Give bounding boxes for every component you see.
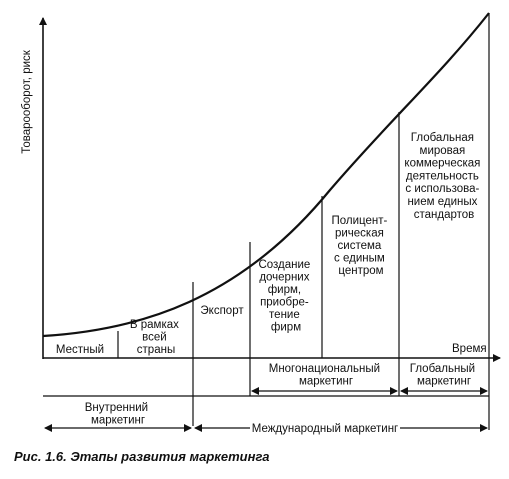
figure-caption: Рис. 1.6. Этапы развития маркетинга xyxy=(14,449,270,464)
stage-global-line: коммерческая xyxy=(404,158,480,170)
stage-global-line: стандартов xyxy=(414,209,475,221)
stage-national-line: всей xyxy=(142,332,167,344)
stage-subsidiaries-line: фирм, xyxy=(268,284,301,296)
group-global-line: маркетинг xyxy=(417,376,471,388)
stage-subsidiaries-line: дочерних xyxy=(259,272,309,284)
group-multinational-line: маркетинг xyxy=(299,376,353,388)
group-domestic-line: Внутренний xyxy=(85,402,148,414)
stage-export-line: Экспорт xyxy=(200,305,244,317)
stage-global-line: деятельность xyxy=(406,170,479,182)
stage-subsidiaries-line: Создание xyxy=(258,259,310,271)
growth-curve xyxy=(42,12,490,338)
stage-polycentric-line: рическая xyxy=(335,228,384,240)
stage-polycentric-line: Полицент- xyxy=(331,215,387,227)
stage-global-line: нием единых xyxy=(407,196,477,208)
stage-national-line: В рамках xyxy=(130,319,179,331)
stage-global-line: мировая xyxy=(420,145,466,157)
stage-subsidiaries: Создание дочерних фирм, приобре- тение ф… xyxy=(258,259,313,334)
stage-national: В рамках всей страны xyxy=(130,319,182,356)
group-international: Международный маркетинг xyxy=(252,423,398,435)
stage-polycentric-line: центром xyxy=(338,265,383,277)
stage-polycentric: Полицент- рическая система с единым цент… xyxy=(331,215,390,277)
stage-global-line: с использова- xyxy=(405,183,479,195)
group-global-line: Глобальный xyxy=(410,363,475,375)
stage-local-line: Местный xyxy=(56,344,104,356)
group-international-line: Международный маркетинг xyxy=(252,423,398,435)
stage-dividers xyxy=(117,13,490,430)
y-axis-label: Товарооборот, риск xyxy=(21,49,33,154)
stage-subsidiaries-line: тение xyxy=(269,309,300,321)
stage-polycentric-line: система xyxy=(338,240,382,252)
stage-global: Глобальная мировая коммерческая деятельн… xyxy=(404,132,483,221)
group-global: Глобальный маркетинг xyxy=(410,363,478,388)
group-multinational-line: Многонациональный xyxy=(269,363,380,375)
stage-export: Экспорт xyxy=(200,305,244,317)
x-axis-label: Время xyxy=(452,343,487,355)
stage-subsidiaries-line: фирм xyxy=(271,322,301,334)
group-domestic: Внутренний маркетинг xyxy=(85,402,152,427)
stage-subsidiaries-line: приобре- xyxy=(260,297,309,309)
stage-global-line: Глобальная xyxy=(411,132,474,144)
stage-national-line: страны xyxy=(137,344,175,356)
group-multinational: Многонациональный маркетинг xyxy=(269,363,384,388)
stage-local: Местный xyxy=(56,344,104,356)
group-domestic-line: маркетинг xyxy=(91,415,145,427)
stage-polycentric-line: с единым xyxy=(334,253,385,265)
international-label-bg xyxy=(250,419,400,436)
